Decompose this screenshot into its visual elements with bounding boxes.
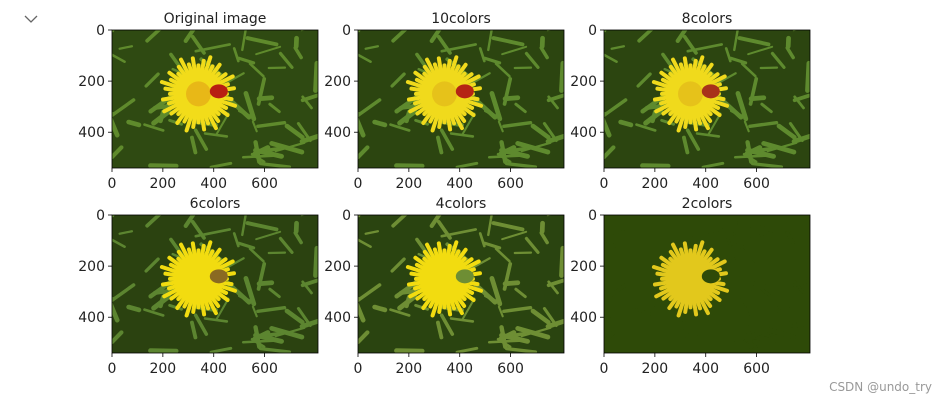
y-tick-label: 200: [78, 74, 105, 90]
image-panel: [588, 203, 815, 353]
x-tick-label: 400: [446, 361, 473, 377]
watermark: CSDN @undo_try: [829, 380, 932, 394]
grass-blade: [605, 21, 608, 30]
x-tick-label: 0: [108, 361, 117, 377]
grass-blade: [129, 307, 139, 310]
ladybug: [210, 269, 228, 283]
ladybug: [702, 84, 720, 98]
ladybug: [456, 84, 474, 98]
x-tick-label: 400: [200, 361, 227, 377]
x-tick-label: 600: [743, 176, 770, 192]
flower-center: [432, 81, 457, 106]
grass-blade: [375, 122, 385, 125]
panel-title: 4colors: [436, 196, 487, 212]
x-tick-label: 400: [692, 176, 719, 192]
x-tick-label: 600: [251, 361, 278, 377]
image-panel: [342, 18, 569, 168]
y-tick-label: 0: [588, 208, 597, 224]
grass-blade: [316, 248, 317, 275]
grass-blade: [562, 248, 563, 275]
image-panel: [342, 203, 569, 353]
x-tick-label: 600: [497, 361, 524, 377]
image-panel: [588, 18, 815, 168]
x-tick-label: 400: [200, 176, 227, 192]
flower-center: [432, 266, 457, 291]
y-tick-label: 0: [342, 208, 351, 224]
x-tick-label: 0: [600, 361, 609, 377]
y-tick-label: 400: [78, 310, 105, 326]
x-tick-label: 200: [395, 176, 422, 192]
y-tick-label: 200: [324, 74, 351, 90]
image-panel: [96, 203, 323, 353]
panel-title: 10colors: [431, 11, 491, 27]
x-tick-label: 400: [446, 176, 473, 192]
grass-blade: [359, 21, 362, 30]
flower-center: [186, 81, 211, 106]
grass-blade: [605, 206, 608, 215]
x-tick-label: 600: [743, 361, 770, 377]
y-tick-label: 0: [96, 23, 105, 39]
panel-title: 2colors: [682, 196, 733, 212]
x-tick-label: 600: [497, 176, 524, 192]
grass-blade: [359, 206, 362, 215]
y-tick-label: 200: [570, 74, 597, 90]
y-tick-label: 0: [96, 208, 105, 224]
y-tick-label: 0: [588, 23, 597, 39]
x-tick-label: 0: [108, 176, 117, 192]
y-tick-label: 400: [324, 125, 351, 141]
grass-blade: [562, 63, 563, 90]
collapse-icon[interactable]: [25, 16, 37, 22]
y-tick-label: 400: [324, 310, 351, 326]
ladybug: [210, 84, 228, 98]
flower-center: [678, 81, 703, 106]
image-panel: [96, 18, 323, 168]
x-tick-label: 200: [641, 361, 668, 377]
grass-blade: [621, 122, 631, 125]
grass-blade: [548, 24, 566, 30]
panel-title: Original image: [164, 11, 267, 27]
panel-title: 8colors: [682, 11, 733, 27]
grass-blade: [794, 209, 812, 215]
grass-blade: [302, 24, 320, 30]
x-tick-label: 200: [149, 361, 176, 377]
y-tick-label: 0: [342, 23, 351, 39]
x-tick-label: 600: [251, 176, 278, 192]
x-tick-label: 200: [395, 361, 422, 377]
y-tick-label: 200: [78, 259, 105, 275]
flower-center: [678, 266, 703, 291]
grass-blade: [113, 206, 116, 215]
ladybug: [456, 269, 474, 283]
grass-blade: [548, 209, 566, 215]
grass-blade: [808, 63, 809, 90]
grass-blade: [129, 122, 139, 125]
grass-blade: [621, 307, 631, 310]
x-tick-label: 200: [641, 176, 668, 192]
y-tick-label: 400: [570, 125, 597, 141]
panel-title: 6colors: [190, 196, 241, 212]
ladybug: [702, 269, 720, 283]
grass-blade: [794, 24, 812, 30]
grass-blade: [375, 307, 385, 310]
y-tick-label: 200: [570, 259, 597, 275]
y-tick-label: 400: [78, 125, 105, 141]
grass-blade: [302, 209, 320, 215]
grass-blade: [808, 248, 809, 275]
x-tick-label: 200: [149, 176, 176, 192]
grass-blade: [316, 63, 317, 90]
y-tick-label: 200: [324, 259, 351, 275]
x-tick-label: 0: [600, 176, 609, 192]
x-tick-label: 400: [692, 361, 719, 377]
flower-center: [186, 266, 211, 291]
grass-blade: [113, 21, 116, 30]
x-tick-label: 0: [354, 176, 363, 192]
y-tick-label: 400: [570, 310, 597, 326]
x-tick-label: 0: [354, 361, 363, 377]
